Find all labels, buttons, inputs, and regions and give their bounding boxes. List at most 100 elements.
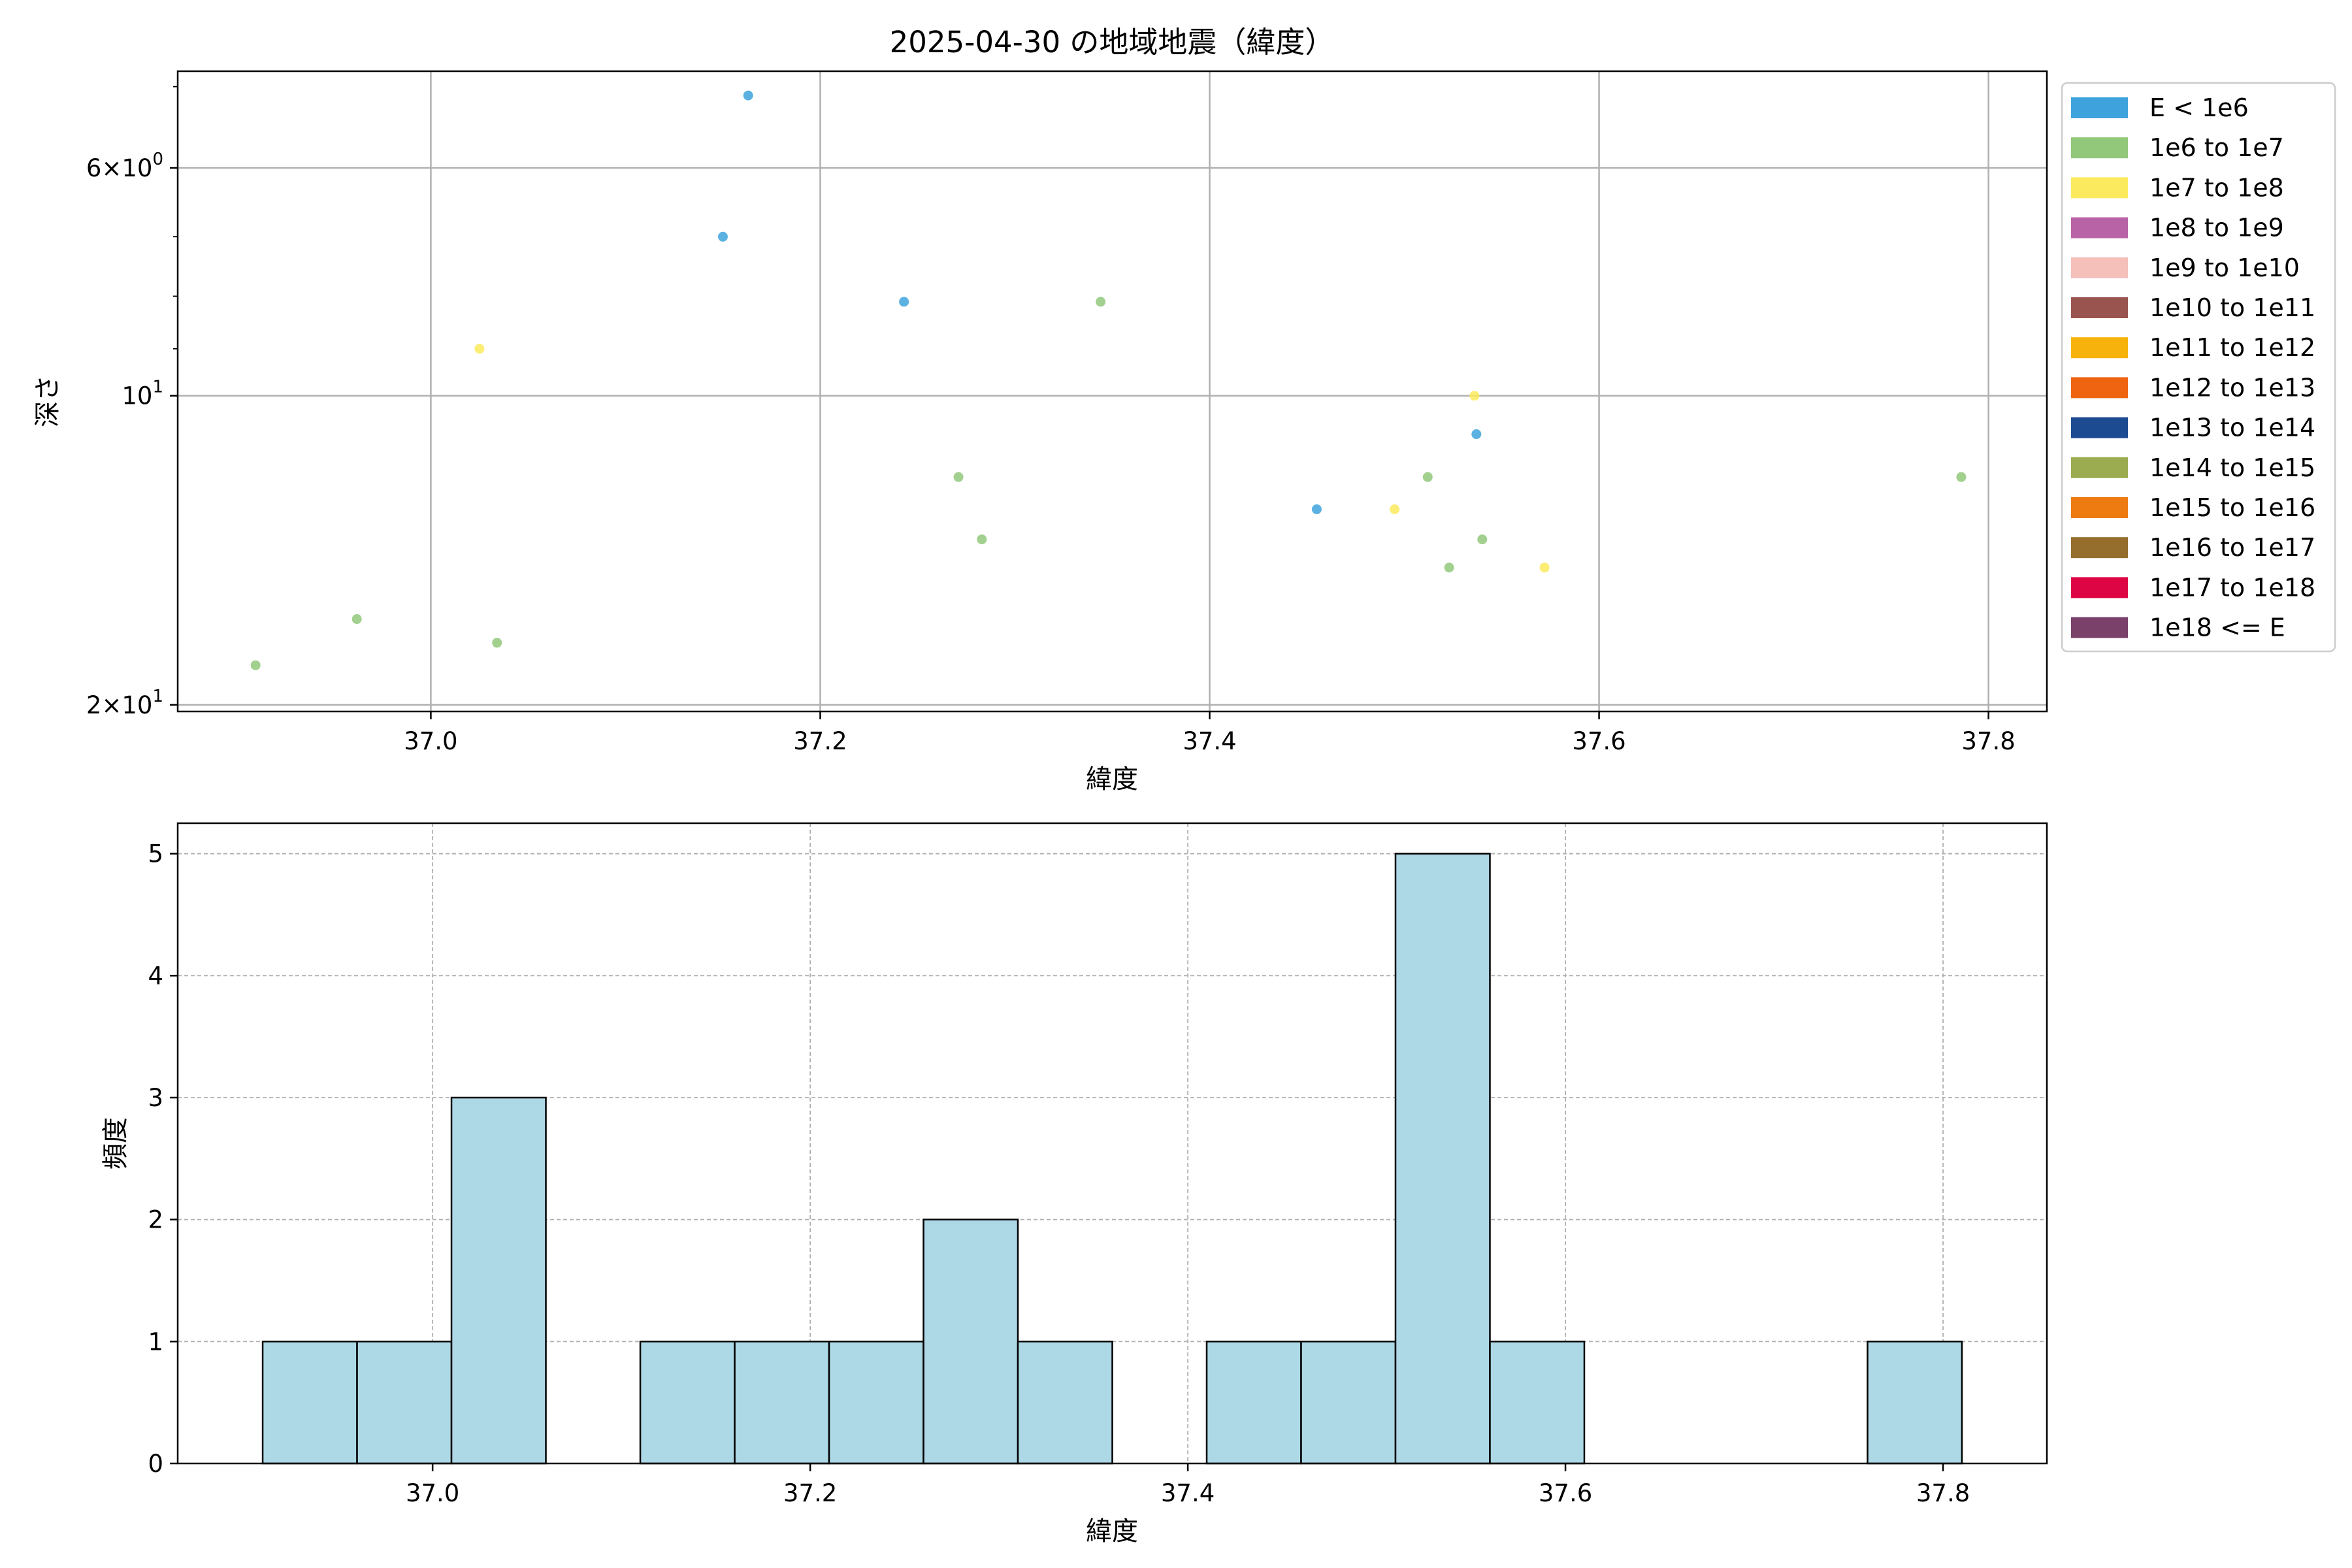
histogram-x-tick-label: 37.2: [783, 1479, 837, 1507]
legend-swatch: [2071, 177, 2128, 199]
scatter-point: [1444, 563, 1454, 573]
histogram-x-tick-label: 37.4: [1161, 1479, 1215, 1507]
legend-swatch: [2071, 97, 2128, 118]
scatter-points: [250, 90, 1967, 670]
histogram-x-tick-label: 37.6: [1539, 1479, 1592, 1507]
legend-swatch: [2071, 417, 2128, 438]
scatter-title: 2025-04-30 の地域地震（緯度）: [890, 25, 1335, 59]
histogram-y-tick-label: 5: [148, 840, 163, 868]
scatter-y-axis: 6×100 101 2×101: [86, 86, 178, 719]
scatter-point: [953, 472, 964, 482]
scatter-grid: [178, 71, 2047, 711]
histogram-bar: [1394, 853, 1491, 1465]
scatter-point: [492, 638, 502, 648]
scatter-point: [899, 297, 909, 307]
legend-frame: [2061, 82, 2336, 653]
scatter-x-tick-label: 37.6: [1572, 727, 1625, 755]
histogram-y-axis-label: 頻度: [101, 1117, 131, 1169]
scatter-point: [1477, 534, 1488, 545]
legend-label: 1e10 to 1e11: [2149, 293, 2315, 322]
histogram-bar: [639, 1341, 736, 1465]
scatter-point: [1539, 563, 1550, 573]
legend-items: E < 1e6 1e6 to 1e7 1e7 to 1e8 1e8 to 1e9 1e9…: [2071, 93, 2315, 642]
legend-swatch: [2071, 217, 2128, 238]
legend-label: 1e9 to 1e10: [2149, 253, 2300, 282]
legend-swatch: [2071, 457, 2128, 478]
histogram-axes-frame: [176, 822, 2048, 1465]
scatter-axes-frame: [176, 70, 2048, 713]
histogram-bars: [261, 853, 1963, 1465]
legend-label: 1e18 <= E: [2149, 613, 2285, 642]
legend-label: 1e11 to 1e12: [2149, 333, 2315, 362]
histogram-bar: [734, 1341, 830, 1465]
histogram-x-axis: 37.0 37.2 37.4 37.6 37.8: [406, 1463, 1970, 1507]
scatter-x-tick-label: 37.2: [793, 727, 847, 755]
histogram-plot-area: 37.0 37.2 37.4 37.6 37.8 0 1 2 3 4 5: [148, 822, 2048, 1507]
scatter-y-axis-label: 深さ: [33, 375, 63, 427]
histogram-x-tick-label: 37.8: [1916, 1479, 1970, 1507]
histogram-bar: [828, 1341, 924, 1465]
legend-swatch: [2071, 377, 2128, 399]
histogram-x-tick-label: 37.0: [406, 1479, 459, 1507]
histogram-bar: [1205, 1341, 1302, 1465]
histogram-bar: [923, 1218, 1019, 1465]
histogram-y-tick-label: 3: [148, 1084, 163, 1112]
scatter-point: [743, 90, 753, 101]
scatter-point: [1422, 472, 1433, 482]
histogram-bar: [261, 1341, 358, 1465]
legend-swatch: [2071, 257, 2128, 278]
scatter-y-tick-label: 6×100: [86, 150, 163, 182]
scatter-point: [1311, 504, 1322, 515]
scatter-point: [250, 660, 261, 670]
histogram-y-tick-label: 1: [148, 1328, 163, 1356]
legend-swatch: [2071, 137, 2128, 159]
histogram-y-axis: 0 1 2 3 4 5: [148, 840, 178, 1478]
legend-label: 1e12 to 1e13: [2149, 373, 2315, 402]
scatter-point: [1471, 429, 1482, 440]
histogram-bar: [356, 1341, 453, 1465]
scatter-plot-area: 37.0 37.2 37.4 37.6 37.8 6×100 101 2×101: [86, 70, 2048, 755]
legend-swatch: [2071, 577, 2128, 598]
histogram-y-tick-label: 0: [148, 1450, 163, 1478]
legend-label: 1e17 to 1e18: [2149, 573, 2315, 602]
scatter-point: [1469, 391, 1480, 401]
scatter-point: [474, 344, 485, 354]
legend-label: 1e7 to 1e8: [2149, 173, 2284, 202]
histogram-bar: [1017, 1341, 1113, 1465]
legend-swatch: [2071, 337, 2128, 359]
legend-label: E < 1e6: [2149, 93, 2249, 122]
legend-label: 1e14 to 1e15: [2149, 453, 2315, 482]
legend-label: 1e8 to 1e9: [2149, 214, 2284, 242]
scatter-point: [1956, 472, 1967, 482]
legend-swatch: [2071, 537, 2128, 559]
legend-label: 1e15 to 1e16: [2149, 493, 2315, 522]
histogram-y-tick-label: 4: [148, 962, 163, 990]
legend-swatch: [2071, 617, 2128, 638]
scatter-point: [977, 534, 987, 545]
scatter-x-tick-label: 37.8: [1961, 727, 2015, 755]
legend-label: 1e6 to 1e7: [2149, 133, 2284, 162]
legend-swatch: [2071, 297, 2128, 318]
scatter-point: [717, 231, 728, 242]
scatter-y-tick-label: 101: [122, 378, 163, 410]
legend-label: 1e16 to 1e17: [2149, 533, 2315, 562]
histogram-bar: [1489, 1341, 1586, 1465]
histogram-x-axis-label: 緯度: [1086, 1516, 1138, 1546]
scatter-point: [1390, 504, 1400, 515]
scatter-x-axis: 37.0 37.2 37.4 37.6 37.8: [404, 711, 2016, 755]
scatter-x-tick-label: 37.0: [404, 727, 457, 755]
scatter-point: [351, 614, 362, 625]
scatter-point: [1096, 297, 1106, 307]
legend: E < 1e6 1e6 to 1e7 1e7 to 1e8 1e8 to 1e9 1e9…: [2061, 82, 2336, 653]
scatter-x-tick-label: 37.4: [1183, 727, 1236, 755]
histogram-y-tick-label: 2: [148, 1206, 163, 1234]
legend-label: 1e13 to 1e14: [2149, 414, 2315, 442]
legend-swatch: [2071, 497, 2128, 518]
histogram-bar: [450, 1096, 547, 1465]
scatter-y-tick-label: 2×101: [86, 687, 163, 719]
histogram-bar: [1867, 1341, 1963, 1465]
histogram-bar: [1300, 1341, 1397, 1465]
scatter-x-axis-label: 緯度: [1086, 764, 1138, 794]
